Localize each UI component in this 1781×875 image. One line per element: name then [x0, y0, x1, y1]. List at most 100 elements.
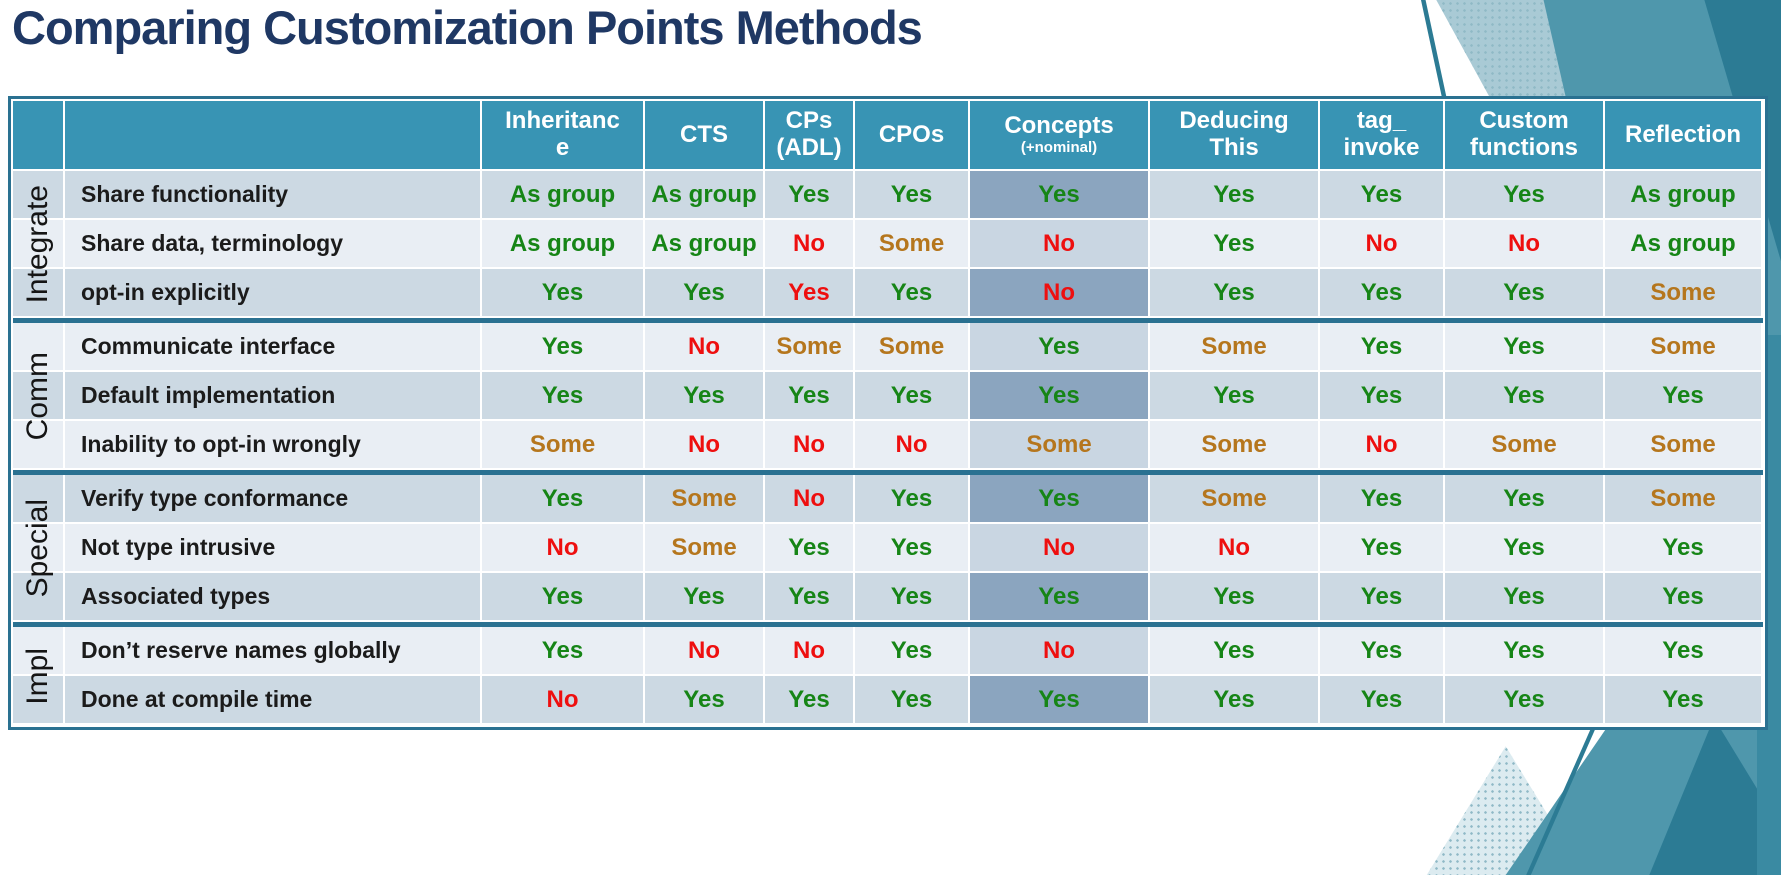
cell-value: Some	[1605, 323, 1763, 372]
column-header: CPs (ADL)	[765, 101, 855, 171]
cell-value: Yes	[970, 372, 1150, 421]
cell-value: No	[970, 220, 1150, 269]
row-label: opt-in explicitly	[65, 269, 482, 318]
comparison-table: Inheritanc e CTS CPs (ADL) CPOs Concepts (+nomi…	[8, 96, 1768, 730]
cell-value: Yes	[1445, 269, 1605, 318]
cell-value: No	[970, 524, 1150, 573]
cell-value: No	[1320, 421, 1445, 470]
page-title: Comparing Customization Points Methods	[12, 1, 923, 54]
group-divider	[13, 470, 1763, 475]
column-header-line: This	[1209, 134, 1259, 161]
cell-value: Yes	[645, 269, 765, 318]
cell-value: Yes	[1150, 372, 1320, 421]
cell-value: Some	[1605, 421, 1763, 470]
cell-value: Yes	[1320, 269, 1445, 318]
group-label: Integrate	[21, 185, 54, 304]
cell-value: No	[645, 421, 765, 470]
cell-value: Some	[482, 421, 645, 470]
cell-value: As group	[1605, 220, 1763, 269]
row-label: Associated types	[65, 573, 482, 622]
cell-value: Yes	[970, 323, 1150, 372]
cell-value: Yes	[765, 372, 855, 421]
cell-value: Yes	[645, 372, 765, 421]
group-cell: Special	[13, 475, 65, 622]
cell-value: No	[645, 627, 765, 676]
cell-value: Yes	[765, 269, 855, 318]
cell-value: Some	[1445, 421, 1605, 470]
column-header-line: functions	[1470, 134, 1578, 161]
cell-value: Yes	[1150, 269, 1320, 318]
cell-value: Yes	[1320, 323, 1445, 372]
group-label: Comm	[21, 352, 54, 441]
cell-value: Yes	[482, 372, 645, 421]
cell-value: Yes	[1445, 676, 1605, 725]
corner-cell-criteria	[65, 101, 482, 171]
cell-value: Some	[765, 323, 855, 372]
cell-value: Yes	[482, 573, 645, 622]
cell-value: Yes	[1605, 372, 1763, 421]
column-header: Deducing This	[1150, 101, 1320, 171]
row-label: Communicate interface	[65, 323, 482, 372]
cell-value: Yes	[1445, 573, 1605, 622]
group-label: Special	[21, 499, 54, 598]
row-label: Not type intrusive	[65, 524, 482, 573]
column-header-line: invoke	[1343, 134, 1420, 161]
cell-value: As group	[482, 171, 645, 220]
cell-value: No	[1445, 220, 1605, 269]
cell-value: Yes	[855, 372, 970, 421]
cell-value: No	[1150, 524, 1320, 573]
cell-value: Yes	[1320, 524, 1445, 573]
cell-value: Yes	[645, 676, 765, 725]
group-divider	[13, 622, 1763, 627]
row-label: Don’t reserve names globally	[65, 627, 482, 676]
cell-value: Yes	[970, 573, 1150, 622]
cell-value: No	[855, 421, 970, 470]
cell-value: As group	[645, 220, 765, 269]
cell-value: Some	[1150, 323, 1320, 372]
cell-value: Yes	[482, 475, 645, 524]
cell-value: No	[1320, 220, 1445, 269]
cell-value: Some	[855, 220, 970, 269]
cell-value: As group	[482, 220, 645, 269]
cell-value: Some	[970, 421, 1150, 470]
column-header-line: Reflection	[1624, 120, 1741, 148]
cell-value: No	[765, 627, 855, 676]
cell-value: Yes	[1445, 323, 1605, 372]
row-label: Default implementation	[65, 372, 482, 421]
cell-value: Some	[1150, 421, 1320, 470]
cell-value: Yes	[1150, 171, 1320, 220]
column-header-line: e	[555, 134, 570, 161]
cell-value: As group	[1605, 171, 1763, 220]
cell-value: Yes	[1150, 573, 1320, 622]
cell-value: Yes	[482, 269, 645, 318]
cell-value: No	[970, 269, 1150, 318]
cell-value: No	[765, 421, 855, 470]
cell-value: Yes	[855, 269, 970, 318]
group-cell: Integrate	[13, 171, 65, 318]
cell-value: Yes	[1320, 627, 1445, 676]
group-cell: Impl	[13, 627, 65, 725]
cell-value: Yes	[970, 171, 1150, 220]
cell-value: Yes	[1320, 676, 1445, 725]
cell-value: Yes	[765, 573, 855, 622]
cell-value: Yes	[855, 524, 970, 573]
column-header-line: CTS	[680, 120, 728, 148]
cell-value: Yes	[855, 171, 970, 220]
column-header: CTS	[645, 101, 765, 171]
cell-value: Yes	[1605, 676, 1763, 725]
group-label: Impl	[21, 647, 54, 705]
column-header: Custom functions	[1445, 101, 1605, 171]
column-header-line: tag_	[1356, 107, 1407, 135]
column-header-line: Deducing	[1179, 107, 1289, 135]
group-cell: Comm	[13, 323, 65, 470]
cell-value: Some	[645, 524, 765, 573]
column-header: Reflection	[1605, 101, 1763, 171]
cell-value: Yes	[855, 676, 970, 725]
cell-value: Yes	[1445, 372, 1605, 421]
cell-value: Yes	[1445, 475, 1605, 524]
cell-value: Yes	[1445, 171, 1605, 220]
cell-value: No	[482, 676, 645, 725]
cell-value: Yes	[1150, 676, 1320, 725]
column-header: tag_ invoke	[1320, 101, 1445, 171]
row-label: Verify type conformance	[65, 475, 482, 524]
